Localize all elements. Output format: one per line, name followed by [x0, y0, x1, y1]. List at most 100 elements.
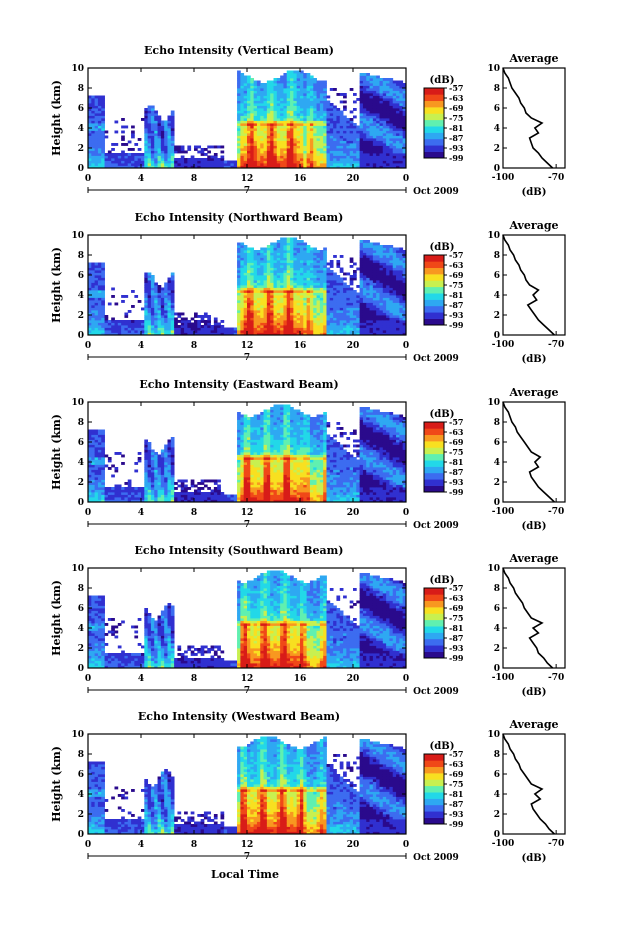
heatmap-cell — [323, 160, 327, 164]
heatmap-cell — [207, 315, 211, 318]
heatmap-cell — [150, 160, 155, 164]
heatmap-cell — [131, 499, 135, 503]
heatmap-cell — [237, 95, 241, 99]
heatmap-cell — [266, 83, 271, 86]
heatmap-cell — [283, 262, 288, 266]
x-tick-label: 8 — [191, 174, 197, 184]
heatmap-cell — [339, 120, 344, 124]
heatmap-cell — [154, 317, 158, 321]
heatmap-cell — [402, 83, 407, 86]
heatmap-cell — [101, 332, 105, 336]
heatmap-cell — [343, 100, 347, 104]
heatmap-cell — [97, 262, 102, 266]
heatmap-cell — [402, 115, 407, 119]
heatmap-cell — [260, 320, 264, 323]
heatmap-cell — [306, 322, 311, 326]
heatmap-cell — [117, 330, 122, 333]
heatmap-cell — [382, 143, 387, 146]
heatmap-cell — [372, 315, 377, 318]
heatmap-cell — [329, 302, 334, 306]
heatmap-cell — [319, 277, 324, 281]
heatmap-cell — [270, 145, 274, 149]
heatmap-cell — [237, 312, 241, 316]
heatmap-cell — [396, 290, 400, 293]
heatmap-cell — [356, 155, 361, 159]
heatmap-cell — [399, 88, 404, 91]
heatmap-cell — [346, 307, 351, 311]
heatmap-cell — [382, 290, 387, 293]
heatmap-cell — [266, 247, 271, 251]
heatmap-cell — [210, 155, 215, 159]
heatmap-cell — [220, 330, 225, 333]
heatmap-cell — [256, 123, 261, 126]
heatmap-cell — [147, 123, 152, 126]
heatmap-cell — [134, 153, 139, 156]
heatmap-cell — [144, 153, 149, 156]
heatmap-cell — [359, 255, 364, 258]
heatmap-cell — [389, 158, 394, 161]
heatmap-cell — [250, 93, 255, 96]
heatmap-cell — [376, 245, 380, 248]
heatmap-cell — [389, 285, 394, 288]
heatmap-cell — [270, 148, 274, 151]
heatmap-cell — [296, 115, 301, 119]
heatmap-cell — [356, 125, 361, 129]
heatmap-cell — [300, 325, 304, 328]
heatmap-cell — [250, 297, 255, 301]
heatmap-cell — [121, 494, 125, 498]
heatmap-cell — [88, 290, 92, 293]
heatmap-cell — [283, 270, 288, 273]
heatmap-cell — [283, 290, 288, 293]
heatmap-cell — [247, 305, 251, 308]
heatmap-cell — [273, 247, 278, 251]
heatmap-cell — [396, 302, 400, 306]
heatmap-cell — [91, 295, 96, 298]
heatmap-cell — [290, 257, 294, 261]
heatmap-cell — [339, 330, 344, 333]
heatmap-cell — [396, 272, 400, 276]
heatmap-cell — [144, 125, 149, 129]
heatmap-cell — [94, 100, 99, 104]
heatmap-cell — [88, 143, 92, 146]
heatmap-cell — [333, 295, 337, 298]
heatmap-cell — [362, 135, 367, 139]
heatmap-cell — [263, 332, 268, 336]
heatmap-cell — [187, 165, 192, 169]
heatmap-cell — [290, 113, 294, 116]
heatmap-cell — [379, 262, 384, 266]
heatmap-cell — [286, 290, 291, 293]
heatmap-cell — [263, 95, 268, 99]
heatmap-cell — [97, 469, 102, 473]
heatmap-cell — [339, 297, 344, 301]
heatmap-cell — [379, 125, 384, 129]
heatmap-cell — [392, 100, 397, 104]
heatmap-cell — [296, 140, 301, 144]
heatmap-cell — [250, 327, 255, 331]
heatmap-cell — [253, 123, 258, 126]
heatmap-cell — [316, 265, 321, 268]
heatmap-cell — [247, 153, 251, 156]
heatmap-cell — [114, 467, 119, 470]
heatmap-cell — [293, 138, 298, 141]
heatmap-cell — [107, 150, 112, 154]
heatmap-cell — [313, 252, 317, 256]
heatmap-cell — [164, 290, 168, 293]
heatmap-cell — [303, 277, 308, 281]
heatmap-cell — [333, 145, 337, 149]
heatmap-cell — [286, 83, 291, 86]
heatmap-cell — [290, 135, 294, 139]
heatmap-cell — [300, 275, 304, 278]
heatmap-cell — [389, 330, 394, 333]
heatmap-cell — [359, 300, 364, 303]
heatmap-cell — [88, 492, 92, 495]
average-y-tick-label: 4 — [494, 291, 500, 301]
heatmap-cell — [366, 302, 370, 306]
heatmap-cell — [263, 140, 268, 144]
heatmap-cell — [399, 297, 404, 301]
heatmap-cell — [336, 325, 341, 328]
heatmap-cell — [187, 325, 192, 328]
heatmap-cell — [379, 265, 384, 268]
heatmap-cell — [266, 317, 271, 321]
heatmap-cell — [154, 115, 158, 119]
heatmap-cell — [369, 325, 374, 328]
